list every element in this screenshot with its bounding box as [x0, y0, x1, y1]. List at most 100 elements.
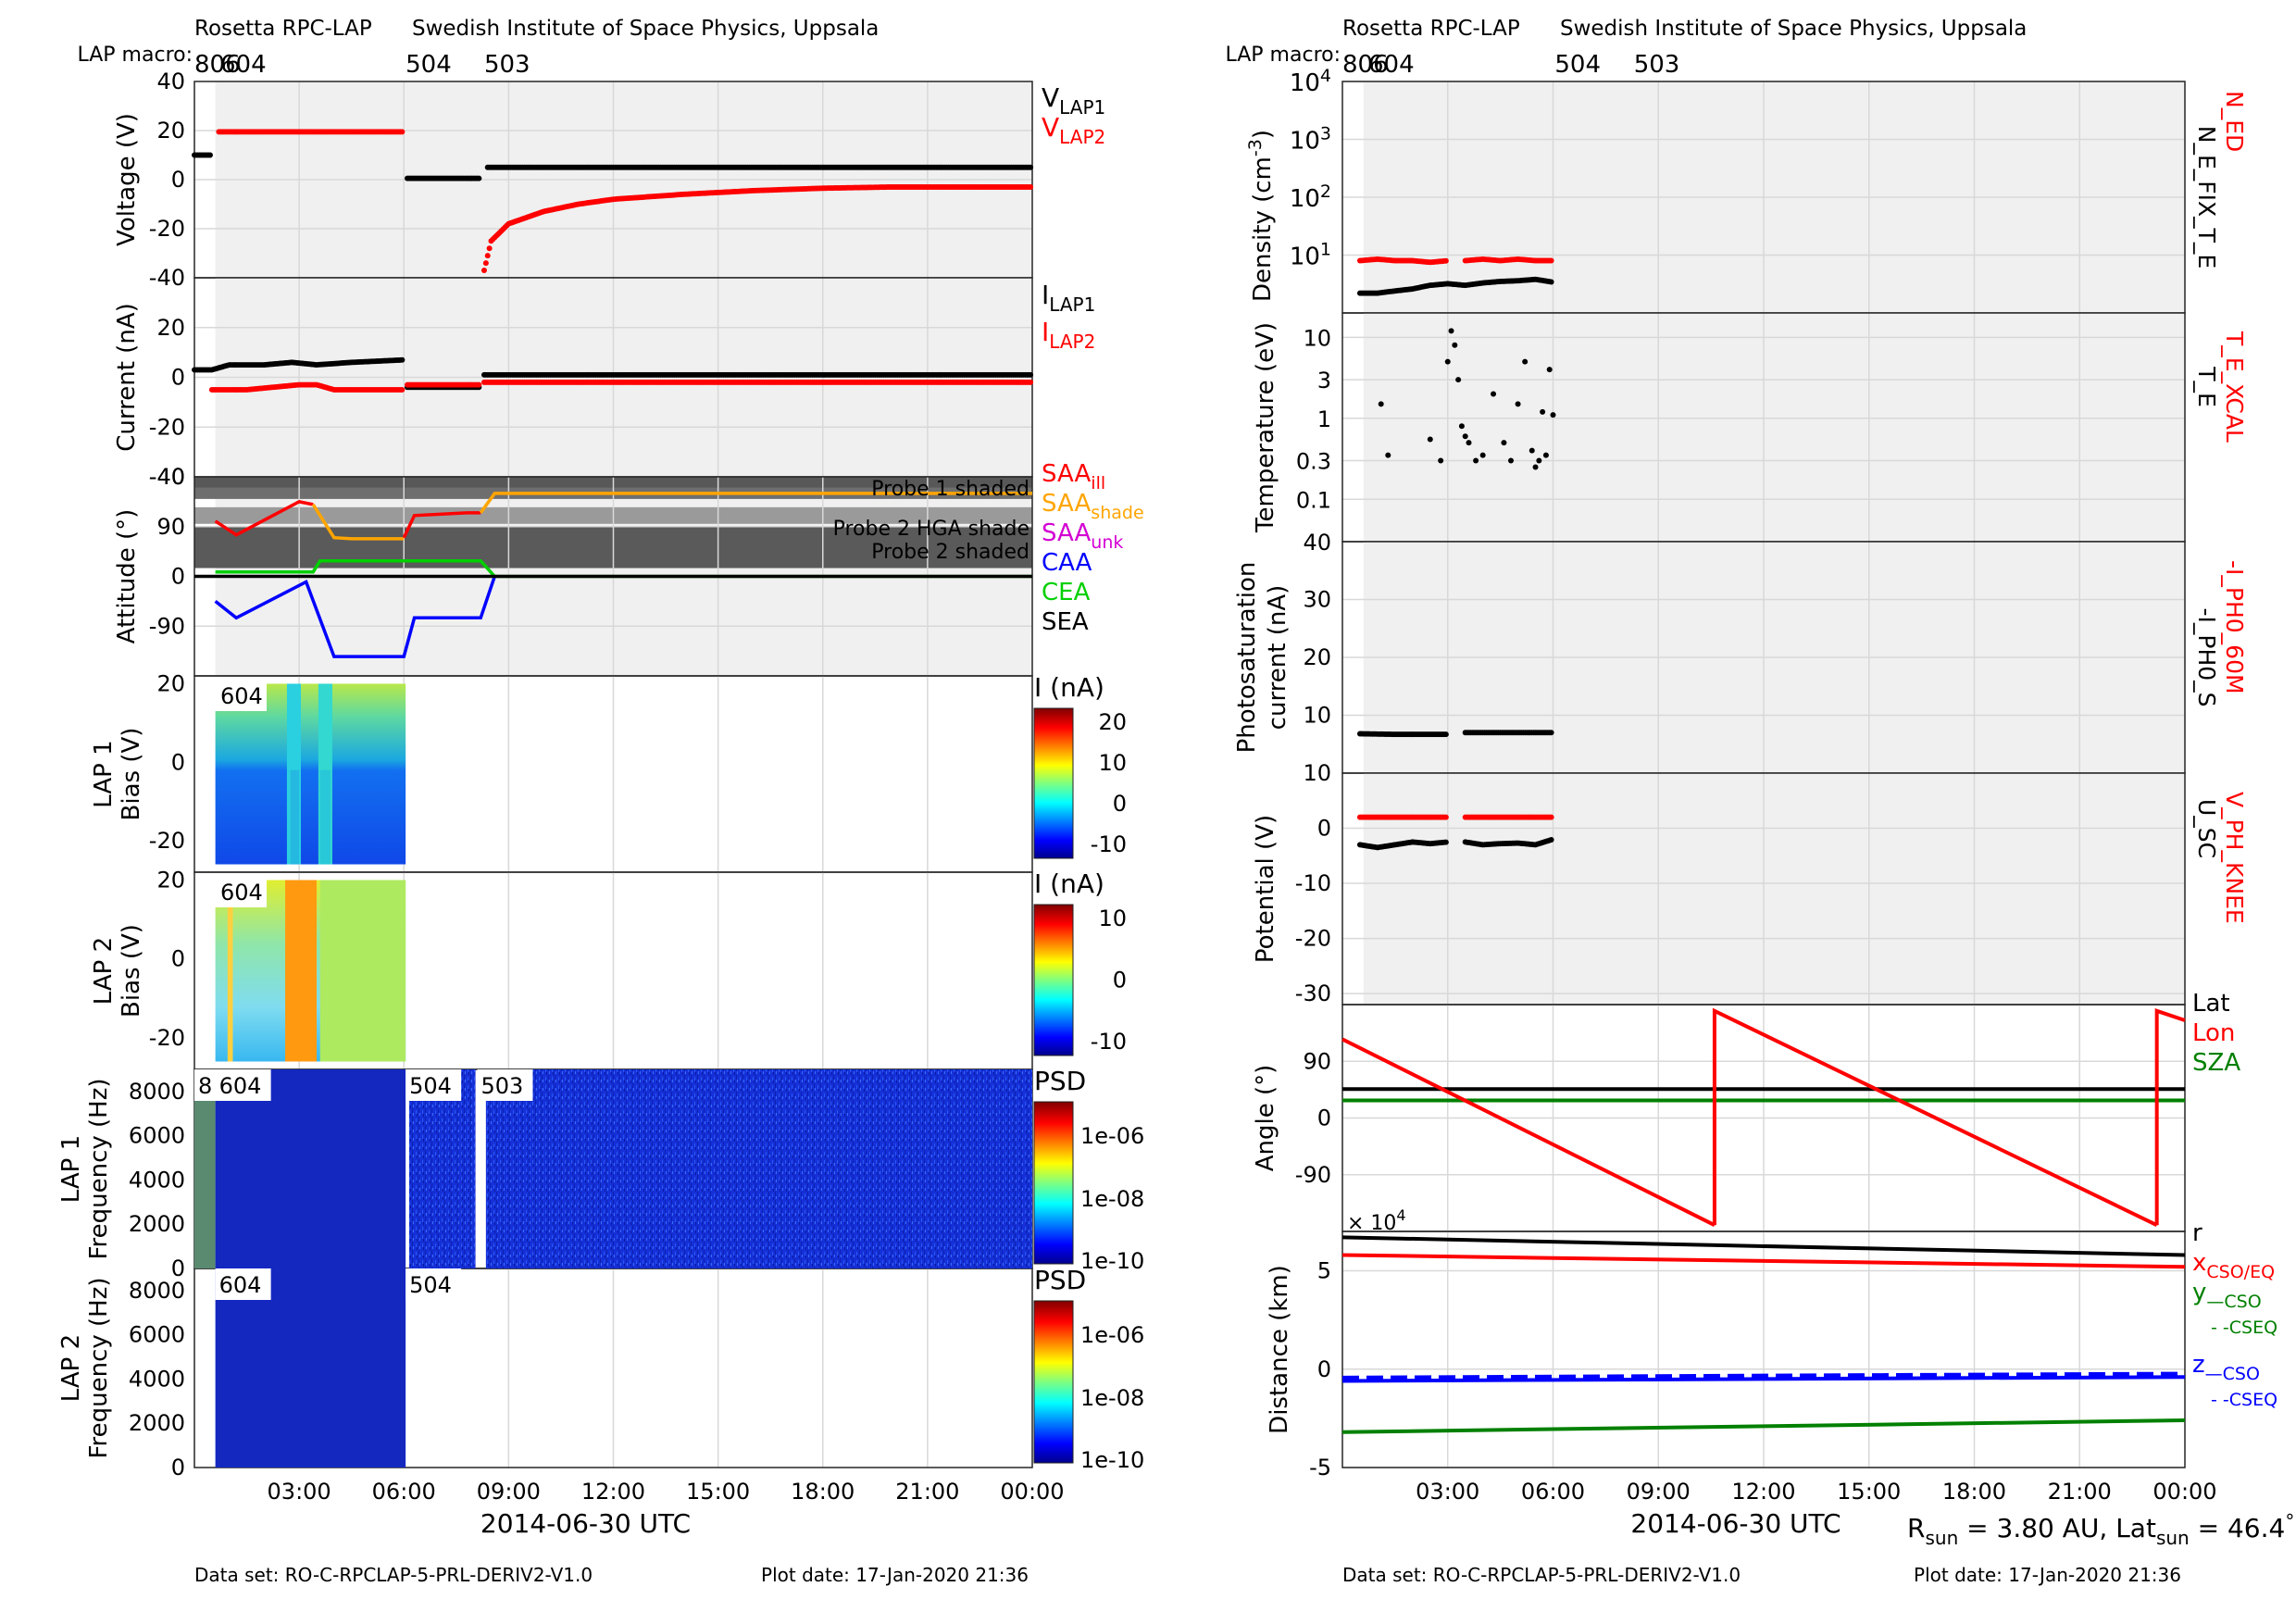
macro-title: LAP macro:	[77, 44, 193, 67]
data-point	[1542, 452, 1549, 458]
y-tick-label: 0	[1317, 1106, 1331, 1131]
data-point	[1462, 433, 1468, 440]
panel-background	[1363, 773, 2185, 1005]
series-T_E	[1378, 328, 1556, 470]
y-axis-label: current (nA)	[1264, 585, 1292, 731]
y-axis-label: Angle (°)	[1252, 1065, 1279, 1172]
y-tick-label: 90	[156, 514, 185, 540]
y-tick-label: -10	[1295, 870, 1331, 896]
legend-entry: N_ED	[2221, 91, 2248, 152]
legend-entry: CEA	[1042, 579, 1091, 606]
series-ILAP	[405, 381, 482, 388]
y-tick-label: 20	[156, 868, 185, 893]
legend-entry: y—CSO	[2192, 1279, 2262, 1312]
y-tick-label: 40	[156, 69, 185, 94]
series-V_PH_KNEE	[1356, 814, 1449, 820]
data-point	[1438, 457, 1444, 464]
data-point	[1452, 342, 1458, 348]
y-tick-label: 0	[171, 167, 185, 193]
y-tick-label: 0.3	[1296, 449, 1331, 475]
panel-frame	[1341, 1230, 2186, 1468]
y-tick-label: 10	[1303, 325, 1331, 351]
legend-entry: Lon	[2192, 1019, 2235, 1047]
y-tick-label: 0.1	[1296, 487, 1331, 513]
rsun-label: Rsun = 3.80 AU, Latsun = 46.4°	[1907, 1510, 2294, 1549]
y-tick-label: -40	[149, 464, 185, 490]
macro-label: 604	[219, 1073, 262, 1099]
y-tick-label: 101	[1290, 240, 1331, 271]
series-ILAP1	[480, 371, 1034, 378]
x-tick-label: 03:00	[1416, 1479, 1479, 1505]
legend-entry: Lat	[2192, 990, 2230, 1018]
y-tick-label: 20	[156, 670, 185, 696]
dataset-label: Data set: RO-C-RPCLAP-5-PRL-DERIV2-V1.0	[194, 1564, 593, 1586]
colorbar-tick: -10	[1091, 831, 1127, 857]
macro-label: 503	[484, 51, 530, 79]
axis-multiplier: × 104	[1347, 1206, 1406, 1235]
colorbar-tick: 0	[1113, 791, 1127, 817]
colorbar-tick: 1e-08	[1080, 1186, 1144, 1212]
x-tick-label: 18:00	[1942, 1479, 2006, 1505]
macro-label: 806	[1342, 51, 1389, 79]
y-axis-label: Frequency (Hz)	[85, 1277, 113, 1458]
macro-title: LAP macro:	[1225, 44, 1341, 67]
series-ILAP2	[208, 381, 406, 393]
dataset-label: Data set: RO-C-RPCLAP-5-PRL-DERIV2-V1.0	[1342, 1564, 1741, 1586]
y-axis-label: Potential (V)	[1252, 815, 1279, 963]
spectrogram	[215, 683, 406, 865]
y-tick-label: 8000	[129, 1278, 185, 1304]
y-axis-label: Bias (V)	[118, 728, 145, 821]
data-point	[1028, 164, 1034, 170]
x-axis-label: 2014-06-30 UTC	[1630, 1508, 1841, 1539]
y-axis-label: Bias (V)	[118, 924, 145, 1018]
y-tick-label: 3	[1317, 368, 1331, 394]
y-axis-label: Density (cm-3)	[1245, 130, 1277, 302]
legend-entry: V_PH_KNEE	[2221, 792, 2248, 924]
data-point	[1548, 257, 1554, 264]
spectrogram	[215, 1268, 406, 1468]
data-point	[1028, 379, 1034, 385]
y-axis-label: Distance (km)	[1266, 1265, 1293, 1434]
y-axis-label: Frequency (Hz)	[85, 1078, 113, 1259]
x-tick-label: 12:00	[1731, 1479, 1795, 1505]
y-tick-label: 0	[171, 564, 185, 590]
data-point	[1455, 377, 1462, 383]
x-tick-label: 03:00	[268, 1479, 331, 1505]
data-point	[1508, 457, 1514, 464]
y-tick-label: 6000	[129, 1123, 185, 1149]
data-point	[476, 381, 482, 388]
colorbar-tick: 10	[1098, 750, 1127, 776]
legend-entry: ILAP2	[1042, 317, 1095, 353]
series--I_PH0_S	[1462, 730, 1554, 736]
macro-label-box	[406, 1268, 462, 1300]
colorbar-title: I (nA)	[1034, 868, 1104, 899]
y-tick-label: -20	[149, 1025, 185, 1051]
y-axis-label: LAP 2	[57, 1334, 85, 1402]
y-tick-label: 4000	[129, 1167, 185, 1193]
y-tick-label: 40	[1303, 530, 1331, 556]
colorbar-tick: 0	[1113, 968, 1127, 993]
annotation: Probe 2 HGA shade	[833, 518, 1029, 541]
series-N_ED	[1462, 256, 1554, 264]
colorbar-tick: -10	[1091, 1029, 1127, 1055]
spectrogram-column	[319, 769, 331, 865]
series-Lon	[1341, 1037, 1716, 1227]
series--I_PH0_S	[1356, 731, 1449, 738]
y-axis-label: LAP 1	[90, 740, 118, 807]
y-tick-label: -20	[149, 414, 185, 440]
data-point	[482, 260, 489, 267]
series-VLAP2	[216, 129, 406, 135]
x-tick-label: 12:00	[581, 1479, 645, 1505]
y-tick-label: -20	[149, 828, 185, 854]
y-tick-label: 0	[171, 1255, 185, 1281]
colorbar-tick: 1e-06	[1080, 1322, 1144, 1348]
x-axis-label: 2014-06-30 UTC	[480, 1508, 691, 1539]
x-tick-label: 06:00	[372, 1479, 436, 1505]
x-tick-label: 00:00	[2152, 1479, 2216, 1505]
series-SAA	[402, 511, 481, 539]
macro-label-box	[406, 1069, 462, 1101]
macro-label-box	[215, 1069, 271, 1101]
y-tick-label: 2000	[129, 1211, 185, 1237]
